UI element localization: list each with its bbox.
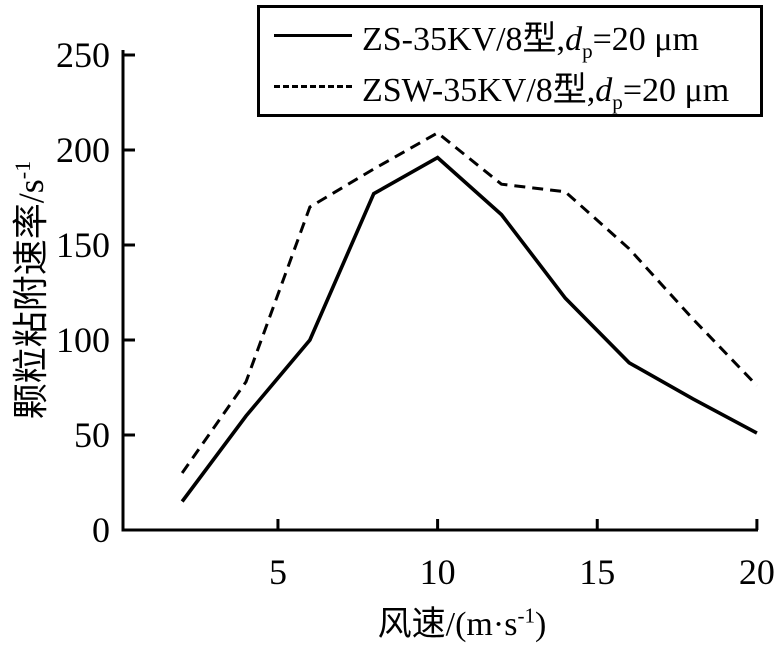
x-tick-label: 15 [579,552,615,592]
y-tick-label: 150 [56,225,110,265]
x-axis-title-superscript: -1 [517,603,535,628]
x-tick-label: 5 [269,552,287,592]
legend-dashed-line-swatch [274,85,352,89]
x-tick-label: 10 [420,552,456,592]
x-axis-title-text: 风速/(m·s [377,606,518,643]
series-line-zsw [180,131,758,474]
y-axis-title-superscript: -1 [10,160,35,180]
legend-solid-line-swatch [274,33,352,37]
y-tick-label: 250 [56,35,110,75]
y-axis-title: 颗粒粘附速率/s-1 [2,161,54,420]
x-tick-labels: 5 10 15 20 [269,552,775,592]
y-tick-label: 50 [74,415,110,455]
x-axis-ticks [276,519,759,530]
y-axis-ticks [123,53,135,437]
x-axis-title: 风速/(m·s-1) [312,596,612,645]
series-line-zs [180,155,758,503]
legend-label-zs: ZS-35KV/8型,dp=20 μm [362,20,699,63]
legend-item-zsw: ZSW-35KV/8型,dp=20 μm [260,62,760,115]
x-tick-label: 20 [739,552,775,592]
legend-item-zs: ZS-35KV/8型,dp=20 μm [260,11,760,63]
data-series [180,131,758,503]
legend: ZS-35KV/8型,dp=20 μm ZSW-35KV/8型,dp=20 μm [257,5,763,117]
y-tick-label: 200 [56,130,110,170]
y-axis-title-text: 颗粒粘附速率/s [11,179,51,420]
y-tick-label: 0 [92,510,110,550]
x-axis-title-close-paren: ) [535,606,547,643]
y-tick-label: 100 [56,320,110,360]
legend-label-zsw: ZSW-35KV/8型,dp=20 μm [362,72,730,115]
y-tick-labels: 0 50 100 150 200 250 [56,35,110,550]
